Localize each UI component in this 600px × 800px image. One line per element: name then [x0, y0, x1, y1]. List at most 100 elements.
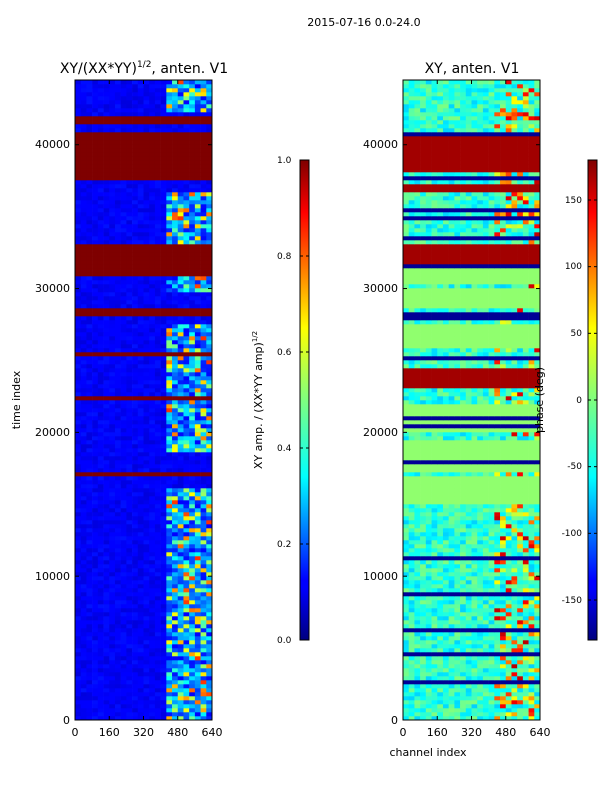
heatmap-cell [103, 124, 110, 129]
heatmap-cell [132, 532, 139, 537]
heatmap-cell [103, 544, 110, 549]
heatmap-cell [189, 148, 196, 153]
heatmap-cell [132, 324, 139, 329]
heatmap-cell [103, 116, 110, 121]
heatmap-cell [172, 200, 179, 205]
heatmap-cell [511, 664, 518, 669]
heatmap-cell [200, 108, 207, 113]
heatmap-cell [471, 624, 478, 629]
heatmap-cell [200, 548, 207, 553]
heatmap-cell [86, 584, 93, 589]
heatmap-cell [477, 700, 484, 705]
heatmap-cell [200, 696, 207, 701]
heatmap-cell [97, 480, 104, 485]
heatmap-cell [154, 220, 161, 225]
heatmap-cell [126, 200, 133, 205]
heatmap-cell [143, 148, 150, 153]
heatmap-cell [477, 596, 484, 601]
heatmap-cell [75, 112, 82, 117]
heatmap-cell [465, 616, 472, 621]
heatmap-cell [109, 452, 116, 457]
heatmap-cell [172, 412, 179, 417]
heatmap-cell [194, 416, 201, 421]
heatmap-cell [86, 496, 93, 501]
heatmap-cell [177, 400, 184, 405]
heatmap-cell [132, 160, 139, 165]
heatmap-cell [177, 104, 184, 109]
heatmap-cell [160, 128, 167, 133]
heatmap-cell [97, 712, 104, 717]
heatmap-cell [154, 640, 161, 645]
heatmap-cell [80, 404, 87, 409]
heatmap-cell [454, 616, 461, 621]
heatmap-cell [97, 364, 104, 369]
heatmap-cell [534, 716, 541, 721]
heatmap-cell [80, 704, 87, 709]
heatmap-cell [403, 608, 410, 613]
heatmap-cell [448, 628, 455, 633]
heatmap-cell [189, 220, 196, 225]
heatmap-cell [92, 296, 99, 301]
heatmap-cell [97, 408, 104, 413]
heatmap-cell [80, 156, 87, 161]
heatmap-cell [206, 640, 213, 645]
heatmap-cell [460, 628, 467, 633]
heatmap-cell [92, 440, 99, 445]
heatmap-cell [177, 224, 184, 229]
heatmap-cell [465, 564, 472, 569]
heatmap-cell [471, 696, 478, 701]
heatmap-cell [454, 716, 461, 721]
heatmap-cell [465, 548, 472, 553]
heatmap-cell [126, 436, 133, 441]
heatmap-cell [189, 708, 196, 713]
heatmap-cell [75, 640, 82, 645]
heatmap-cell [403, 584, 410, 589]
heatmap-cell [431, 552, 438, 557]
heatmap-cell [120, 388, 127, 393]
heatmap-cell [189, 584, 196, 589]
heatmap-cell [154, 340, 161, 345]
heatmap-cell [149, 604, 156, 609]
heatmap-cell [465, 632, 472, 637]
heatmap-cell [511, 576, 518, 581]
heatmap-cell [442, 592, 449, 597]
heatmap-cell [114, 176, 121, 181]
heatmap-cell [448, 572, 455, 577]
heatmap-cell [92, 332, 99, 337]
heatmap-cell [172, 184, 179, 189]
heatmap-cell [177, 620, 184, 625]
heatmap-cell [160, 256, 167, 261]
heatmap-cell [114, 376, 121, 381]
heatmap-cell [172, 548, 179, 553]
heatmap-cell [189, 384, 196, 389]
heatmap-cell [194, 656, 201, 661]
heatmap-cell [103, 424, 110, 429]
heatmap-cell [465, 664, 472, 669]
heatmap-cell [120, 620, 127, 625]
heatmap-cell [454, 572, 461, 577]
heatmap-cell [177, 300, 184, 305]
heatmap-cell [97, 352, 104, 357]
heatmap-cell [206, 124, 213, 129]
heatmap-cell [109, 704, 116, 709]
heatmap-cell [194, 348, 201, 353]
heatmap-cell [194, 508, 201, 513]
heatmap-cell [172, 424, 179, 429]
heatmap-cell [172, 208, 179, 213]
heatmap-cell [166, 224, 173, 229]
heatmap-cell [160, 276, 167, 281]
heatmap-cell [149, 332, 156, 337]
heatmap-cell [92, 660, 99, 665]
heatmap-cell [86, 472, 93, 477]
heatmap-cell [149, 84, 156, 89]
heatmap-cell [103, 492, 110, 497]
heatmap-cell [75, 84, 82, 89]
heatmap-cell [97, 464, 104, 469]
heatmap-cell [80, 284, 87, 289]
heatmap-cell [86, 516, 93, 521]
heatmap-cell [200, 480, 207, 485]
heatmap-cell [166, 184, 173, 189]
heatmap-cell [126, 484, 133, 489]
heatmap-cell [517, 648, 524, 653]
heatmap-cell [189, 380, 196, 385]
